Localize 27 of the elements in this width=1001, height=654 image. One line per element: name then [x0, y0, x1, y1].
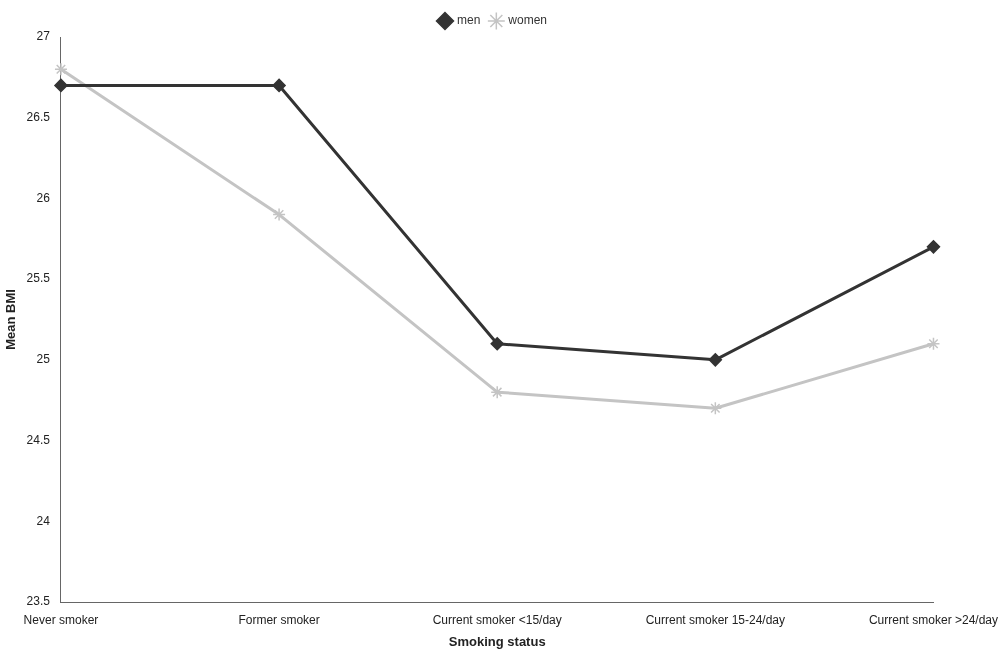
y-tick-label: 23.5 — [26, 594, 51, 609]
y-tick-label: 26.5 — [26, 110, 51, 125]
point — [490, 385, 504, 399]
point — [926, 240, 941, 254]
legend-label: women — [507, 13, 548, 28]
y-tick-label: 25.5 — [26, 271, 51, 286]
y-axis-title: Mean BMI — [3, 289, 19, 350]
point — [708, 401, 723, 416]
point — [54, 62, 68, 77]
legend-label: men — [456, 13, 481, 28]
x-tick-label: Current smoker 15-24/day — [645, 612, 786, 627]
point — [272, 78, 286, 93]
x-tick-label: Current smoker <15/day — [432, 612, 562, 627]
y-tick-label: 24 — [36, 513, 51, 528]
point — [272, 207, 286, 222]
point — [54, 78, 68, 93]
y-tick-label: 27 — [36, 29, 51, 44]
y-tick-label: 25 — [36, 352, 51, 367]
point — [926, 336, 941, 351]
x-axis-title: Smoking status — [448, 633, 546, 649]
y-tick-label: 24.5 — [26, 432, 51, 447]
y-tick-label: 26 — [36, 190, 51, 205]
point — [708, 353, 723, 367]
x-tick-label: Never smoker — [23, 612, 99, 627]
x-tick-label: Former smoker — [238, 612, 320, 627]
point — [490, 336, 504, 351]
x-tick-label: Current smoker >24/day — [868, 612, 998, 627]
